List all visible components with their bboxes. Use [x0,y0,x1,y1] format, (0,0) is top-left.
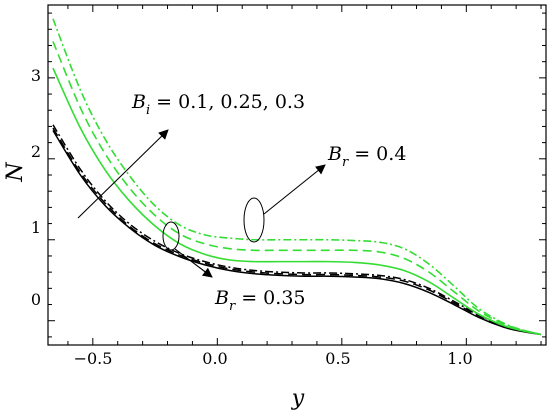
series-line-green-dashed [52,41,542,336]
x-tick-label: −0.5 [74,349,113,368]
br-black-annotation: Br = 0.35 [214,287,306,314]
br-green-annotation: Br = 0.4 [327,143,406,170]
bi-annotation: Bi = 0.1, 0.25, 0.3 [131,91,305,118]
y-tick-label: 2 [31,142,41,161]
series-layer [52,18,542,336]
axis-ticks [48,5,546,345]
series-line-green-solid [52,67,542,336]
y-axis-title: N [3,162,28,183]
series-line-black-solid [52,130,542,336]
y-tick-label: 3 [31,66,41,85]
x-tick-label: 0.0 [202,349,227,368]
x-tick-label: 0.5 [325,349,350,368]
br-black-ellipse [162,221,180,251]
br-green-arrow [263,164,326,215]
bi-arrow [77,129,169,219]
br-green-ellipse [243,197,265,243]
series-line-black-dashed [52,127,542,336]
x-tick-labels: −0.5 0.0 0.5 1.0 [74,349,473,368]
x-tick-label: 1.0 [447,349,472,368]
series-line-black-dashdot [52,124,542,336]
y-tick-label: 0 [31,290,41,309]
y-tick-label: 1 [31,218,41,237]
br-black-arrow [174,248,213,278]
y-tick-labels: 0 1 2 3 [31,66,41,309]
series-line-green-dashdot [52,18,542,336]
x-axis-title: y [291,386,305,411]
